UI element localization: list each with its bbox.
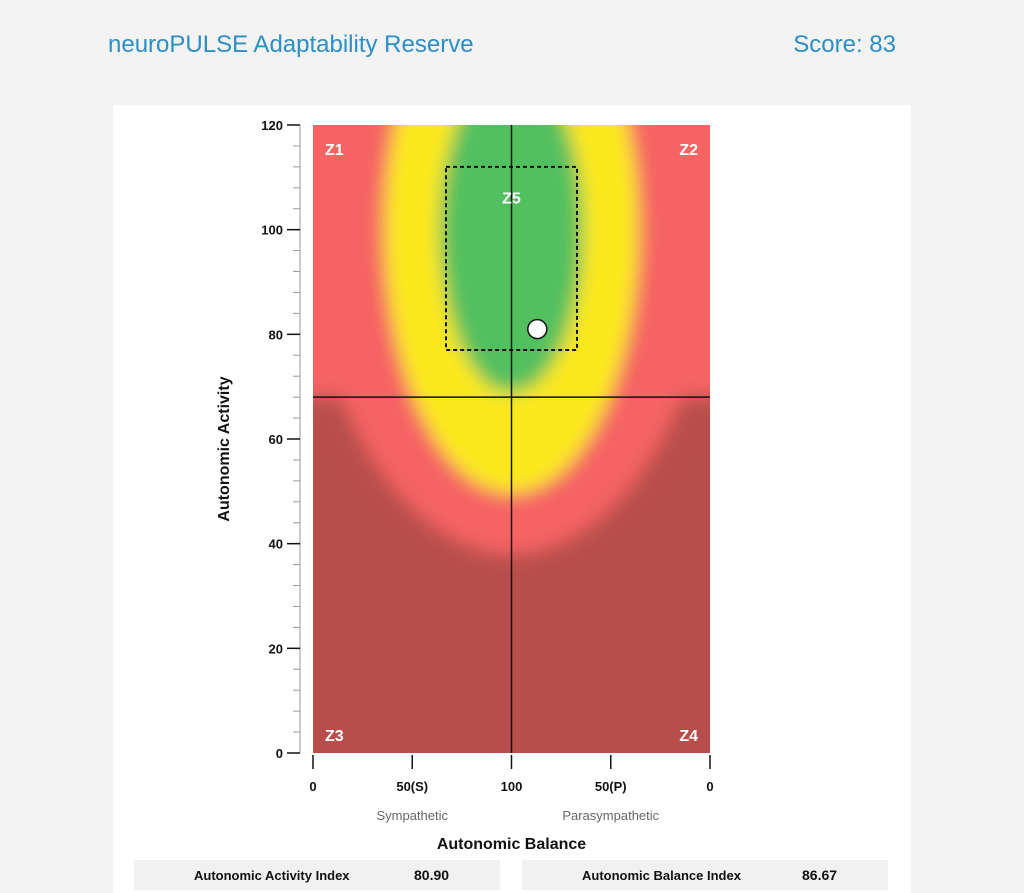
balance-index-label: Autonomic Balance Index <box>582 867 741 883</box>
y-tick-label: 60 <box>269 432 283 447</box>
y-tick-label: 80 <box>269 327 283 342</box>
x-tick-label: 0 <box>706 779 713 794</box>
balance-index-value: 86.67 <box>802 867 838 883</box>
y-tick-label: 40 <box>269 537 283 552</box>
page-header: neuroPULSE Adaptability Reserve Score: 8… <box>108 28 896 62</box>
zone-label-z4: Z4 <box>679 728 698 745</box>
zone-label-z5: Z5 <box>502 191 521 208</box>
data-point <box>527 318 548 340</box>
x-sub-label-sympathetic: Sympathetic <box>376 808 448 823</box>
y-tick-label: 20 <box>269 641 283 656</box>
x-tick-label: 50(S) <box>396 779 428 794</box>
score-label: Score: 83 <box>793 31 896 58</box>
zone-label-z2: Z2 <box>679 142 698 159</box>
balance-index-row: Autonomic Balance Index 86.67 <box>522 860 888 890</box>
chart-card: 0 20 40 60 80 100 120 0 50(S) 100 50(P) 0 Sympatheti… <box>113 105 911 893</box>
zone-label-z3: Z3 <box>325 728 344 745</box>
x-tick-label: 0 <box>309 779 316 794</box>
y-tick-label: 120 <box>261 118 283 133</box>
activity-index-label: Autonomic Activity Index <box>194 867 350 883</box>
y-tick-label: 100 <box>261 223 283 238</box>
activity-index-value: 80.90 <box>414 867 450 883</box>
activity-index-row: Autonomic Activity Index 80.90 <box>134 860 500 890</box>
x-tick-label: 100 <box>501 779 523 794</box>
adaptability-chart: 0 20 40 60 80 100 120 0 50(S) 100 50(P) 0 Sympatheti… <box>216 118 714 853</box>
x-tick-label: 50(P) <box>595 779 627 794</box>
page-title: neuroPULSE Adaptability Reserve <box>108 31 474 58</box>
y-axis-title: Autonomic Activity <box>216 376 233 521</box>
x-axis-title: Autonomic Balance <box>437 836 586 853</box>
y-tick-label: 0 <box>276 746 283 761</box>
zone-label-z1: Z1 <box>325 142 344 159</box>
x-sub-label-parasympathetic: Parasympathetic <box>562 808 659 823</box>
z5-target-box <box>444 165 579 352</box>
